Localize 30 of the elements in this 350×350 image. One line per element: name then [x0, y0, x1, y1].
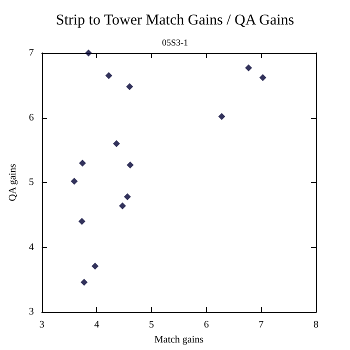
y-tick-label: 7 [28, 48, 34, 58]
point [70, 178, 78, 185]
point [118, 202, 126, 210]
point [105, 72, 112, 80]
point [92, 262, 99, 270]
x-tick-label: 7 [258, 320, 264, 331]
x-tick-label: 5 [149, 320, 154, 331]
point [218, 112, 226, 120]
y-tick-label: 3 [28, 306, 34, 318]
point [126, 162, 134, 169]
x-tick-label: 8 [314, 320, 318, 331]
point [80, 278, 88, 286]
point [78, 160, 86, 167]
chart-subtitle: 05S3-1 [162, 38, 188, 48]
y-axis-title: QA gains [8, 164, 18, 202]
y-tick-label: 4 [28, 242, 34, 253]
point [84, 50, 92, 56]
x-tick-label: 4 [94, 320, 100, 331]
x-tick-label: 3 [39, 320, 44, 331]
point [259, 74, 266, 82]
y-tick-label: 5 [28, 177, 34, 188]
y-tick-label: 6 [28, 112, 34, 124]
x-axis-title: Match gains [154, 334, 204, 346]
point [126, 83, 134, 90]
point [124, 193, 131, 200]
point [112, 140, 120, 148]
point [78, 218, 86, 225]
point [245, 64, 252, 72]
chart-title: Strip to Tower Match Gains / QA Gains [56, 12, 294, 28]
x-tick-label: 6 [204, 320, 209, 331]
